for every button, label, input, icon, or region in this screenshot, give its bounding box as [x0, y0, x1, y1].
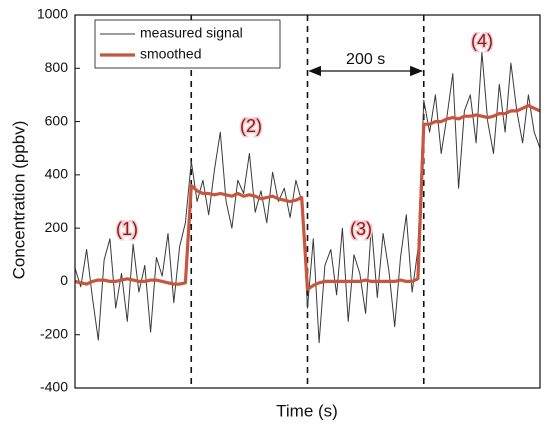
- y-tick-label: 400: [45, 166, 69, 182]
- phase-label: (2): [240, 116, 262, 136]
- x-axis-label: Time (s): [276, 401, 338, 420]
- plot-frame: [74, 14, 541, 389]
- legend-label: measured signal: [140, 25, 243, 41]
- phase-label: (1): [116, 219, 138, 239]
- span-label-bg: [339, 50, 392, 70]
- phase-label: (4): [471, 31, 493, 51]
- phase-label: (3): [350, 219, 372, 239]
- y-tick-label: -400: [40, 379, 68, 395]
- measured-line: [74, 51, 541, 344]
- smoothed-line: [74, 103, 541, 291]
- y-tick-label: 200: [45, 219, 69, 235]
- legend-label: smoothed: [140, 46, 201, 62]
- span-label: 200 s: [346, 51, 385, 68]
- y-tick-label: 600: [45, 112, 69, 128]
- legend-box: [94, 19, 281, 69]
- y-tick-label: 800: [45, 59, 69, 75]
- y-tick-label: 0: [60, 272, 68, 288]
- y-tick-label: 1000: [37, 6, 68, 22]
- y-tick-label: -200: [40, 325, 68, 341]
- y-axis-label: Concentration (ppbv): [9, 121, 28, 280]
